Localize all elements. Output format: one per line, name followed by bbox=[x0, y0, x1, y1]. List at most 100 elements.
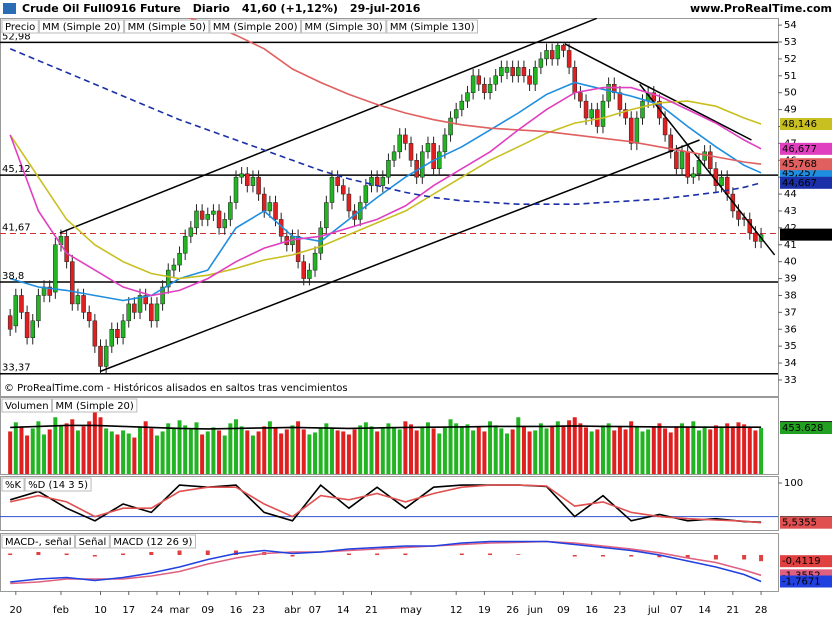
volume-bar bbox=[324, 423, 329, 474]
volume-bar bbox=[329, 427, 334, 474]
volume-bar bbox=[284, 429, 289, 474]
volume-bar bbox=[318, 428, 323, 474]
volume-bar bbox=[245, 430, 250, 474]
candle-body bbox=[199, 210, 205, 220]
volume-bar bbox=[380, 428, 385, 474]
legend-label: MACD (12 26 9) bbox=[113, 537, 192, 548]
volume-bar bbox=[397, 429, 402, 474]
histogram-bar bbox=[685, 555, 690, 559]
candle-body bbox=[459, 100, 465, 110]
candle-body bbox=[476, 75, 482, 85]
volume-bar bbox=[70, 419, 75, 474]
volume-bar bbox=[634, 427, 639, 474]
y-tick-label: 53 bbox=[784, 37, 797, 48]
candle-body bbox=[662, 117, 668, 136]
legend-box bbox=[1, 398, 53, 413]
volume-bar bbox=[504, 433, 509, 474]
volume-bar bbox=[538, 423, 543, 474]
volume-bar bbox=[696, 430, 701, 474]
volume-bar bbox=[527, 431, 532, 474]
volume-bar bbox=[25, 435, 30, 474]
volume-bar bbox=[335, 430, 340, 474]
volume-bar bbox=[279, 433, 284, 474]
volume-bar bbox=[166, 423, 171, 474]
candle-body bbox=[465, 92, 470, 102]
histogram-bar bbox=[488, 553, 493, 556]
volume-bar bbox=[205, 431, 210, 474]
volume-bar bbox=[13, 422, 18, 474]
histogram-bar bbox=[403, 553, 408, 556]
volume-bar bbox=[488, 421, 493, 474]
legend-box bbox=[1, 477, 25, 492]
candle-body bbox=[521, 67, 527, 77]
volume-bar bbox=[290, 425, 295, 474]
candle-body bbox=[736, 210, 741, 220]
volume-bar bbox=[685, 427, 690, 474]
candle-body bbox=[239, 173, 244, 178]
candle-body bbox=[425, 143, 431, 153]
candle-body bbox=[566, 50, 572, 68]
volume-bar bbox=[222, 435, 227, 474]
x-tick-label: 23 bbox=[252, 605, 265, 616]
volume-bar bbox=[47, 429, 52, 474]
volume-bar bbox=[420, 426, 425, 474]
volume-bar bbox=[409, 424, 414, 474]
candle-body bbox=[510, 67, 515, 77]
x-tick-label: 14 bbox=[337, 605, 350, 616]
volume-bar bbox=[352, 429, 357, 474]
panel-frame bbox=[0, 476, 779, 531]
candle-body bbox=[205, 214, 211, 220]
value-tag-label: 44,667 bbox=[782, 178, 817, 189]
histogram-bar bbox=[713, 555, 718, 560]
volume-bar bbox=[171, 427, 176, 474]
candle-body bbox=[115, 329, 120, 338]
legend-box bbox=[124, 19, 210, 34]
trend-line bbox=[564, 43, 752, 141]
histogram-bar bbox=[149, 552, 154, 556]
candle-body bbox=[341, 185, 346, 195]
volume-bar bbox=[646, 429, 651, 474]
legend-label: MM (Simple 50) bbox=[128, 22, 206, 33]
candle-body bbox=[493, 75, 498, 85]
series-line bbox=[10, 540, 762, 585]
candle-body bbox=[623, 109, 628, 119]
x-tick-label: 16 bbox=[585, 605, 598, 616]
volume-bar bbox=[143, 421, 148, 474]
legend-box bbox=[38, 19, 125, 34]
candle-body bbox=[92, 320, 98, 347]
volume-bar bbox=[482, 431, 487, 474]
x-tick-label: feb bbox=[53, 605, 69, 616]
candle-body bbox=[75, 295, 81, 305]
candle-body bbox=[267, 202, 273, 212]
value-tag-label: -0,4119 bbox=[782, 556, 821, 567]
series-line bbox=[9, 100, 762, 280]
volume-bar bbox=[533, 430, 538, 474]
candle-body bbox=[482, 83, 487, 93]
candle-body bbox=[606, 83, 611, 102]
volume-bar bbox=[256, 431, 261, 474]
candle-body bbox=[86, 312, 92, 322]
candle-body bbox=[324, 202, 329, 229]
candle-body bbox=[538, 58, 544, 68]
level-label: 41,67 bbox=[2, 222, 31, 233]
legend-label: MM (Simple 30) bbox=[305, 22, 383, 33]
header-period: Diario bbox=[193, 2, 231, 15]
histogram-bar bbox=[64, 553, 69, 556]
volume-bar bbox=[691, 421, 696, 474]
histogram-bar bbox=[742, 555, 747, 560]
volume-bar bbox=[555, 421, 560, 474]
volume-bar bbox=[194, 422, 199, 474]
volume-bar bbox=[98, 417, 103, 474]
volume-bar bbox=[499, 428, 504, 474]
candle-body bbox=[403, 134, 408, 144]
volume-bar bbox=[30, 428, 35, 474]
candle-body bbox=[19, 295, 24, 313]
candle-body bbox=[487, 83, 493, 93]
candle-body bbox=[301, 261, 306, 279]
candle-body bbox=[679, 151, 685, 169]
volume-bar bbox=[273, 427, 278, 474]
histogram-bar bbox=[600, 555, 605, 557]
candle-body bbox=[126, 303, 131, 322]
candle-body bbox=[555, 45, 561, 60]
volume-bar bbox=[81, 426, 86, 474]
